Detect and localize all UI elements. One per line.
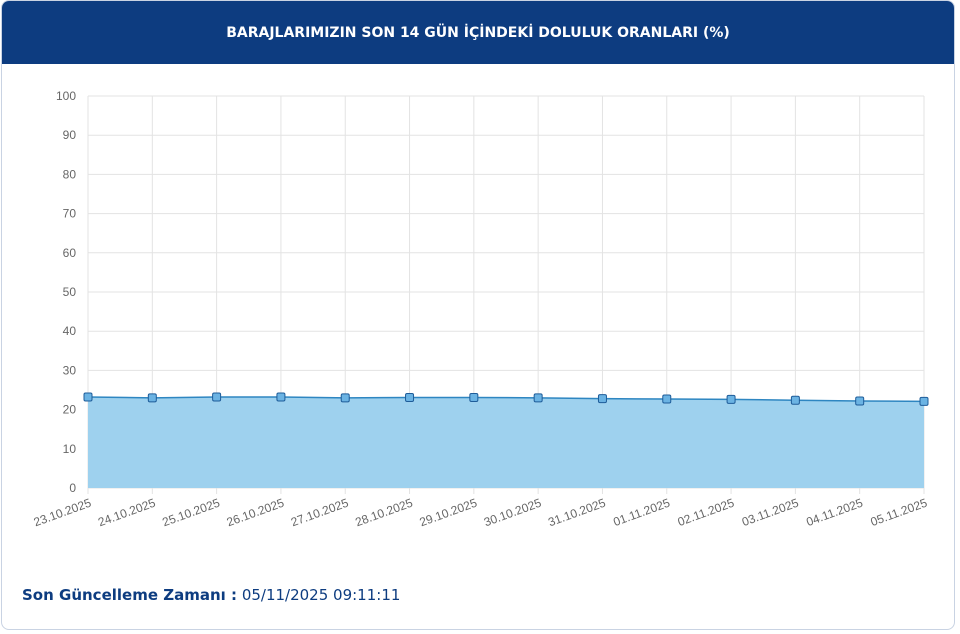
chart: 0 10 20 30 40 50 60 70 80 90 100 23.10.2025 24.10.20… <box>32 89 930 530</box>
chart-title: BARAJLARIMIZIN SON 14 GÜN İÇİNDEKİ DOLUL… <box>226 24 730 41</box>
marker <box>276 392 286 402</box>
x-tick-label: 03.11.2025 <box>740 496 801 530</box>
footer: Son Güncelleme Zamanı : 05/11/2025 09:11… <box>22 586 400 604</box>
marker <box>212 392 222 402</box>
y-tick-label: 30 <box>63 363 77 377</box>
header: BARAJLARIMIZIN SON 14 GÜN İÇİNDEKİ DOLUL… <box>2 1 954 64</box>
marker <box>83 392 93 402</box>
y-tick-label: 90 <box>63 128 77 142</box>
marker <box>340 393 350 403</box>
marker <box>597 394 607 404</box>
marker <box>662 394 672 404</box>
marker <box>147 393 157 403</box>
update-label: Son Güncelleme Zamanı : <box>22 586 238 604</box>
y-tick-label: 50 <box>63 285 77 299</box>
y-tick-label: 100 <box>56 89 76 103</box>
line <box>87 396 925 403</box>
x-tick-label: 27.10.2025 <box>289 496 351 530</box>
x-tick-label: 23.10.2025 <box>32 496 94 530</box>
y-tick-label: 20 <box>63 403 77 417</box>
x-tick-label: 29.10.2025 <box>418 496 480 530</box>
marker <box>919 396 929 406</box>
x-tick-label: 05.11.2025 <box>869 496 930 530</box>
y-tick-label: 40 <box>63 324 77 338</box>
marker <box>855 396 865 406</box>
x-tick-label: 01.11.2025 <box>611 496 672 530</box>
x-tick-label: 26.10.2025 <box>225 496 287 530</box>
marker <box>726 394 736 404</box>
marker <box>405 392 415 402</box>
x-tick-label: 30.10.2025 <box>482 496 544 530</box>
y-tick-label: 10 <box>63 442 77 456</box>
marker <box>469 392 479 402</box>
y-tick-label: 80 <box>63 167 77 181</box>
x-tick-label: 28.10.2025 <box>353 496 415 530</box>
x-tick-label: 24.10.2025 <box>96 496 158 530</box>
marker <box>790 395 800 405</box>
y-tick-label: 60 <box>63 246 77 260</box>
y-tick-label: 0 <box>69 481 76 495</box>
x-tick-label: 04.11.2025 <box>804 496 865 530</box>
update-value: 05/11/2025 09:11:11 <box>241 586 401 604</box>
x-tick-label: 02.11.2025 <box>676 496 737 530</box>
y-tick-label: 70 <box>63 207 77 221</box>
area <box>88 397 924 488</box>
marker <box>533 393 543 403</box>
x-tick-label: 31.10.2025 <box>546 496 608 530</box>
x-tick-label: 25.10.2025 <box>160 496 222 530</box>
